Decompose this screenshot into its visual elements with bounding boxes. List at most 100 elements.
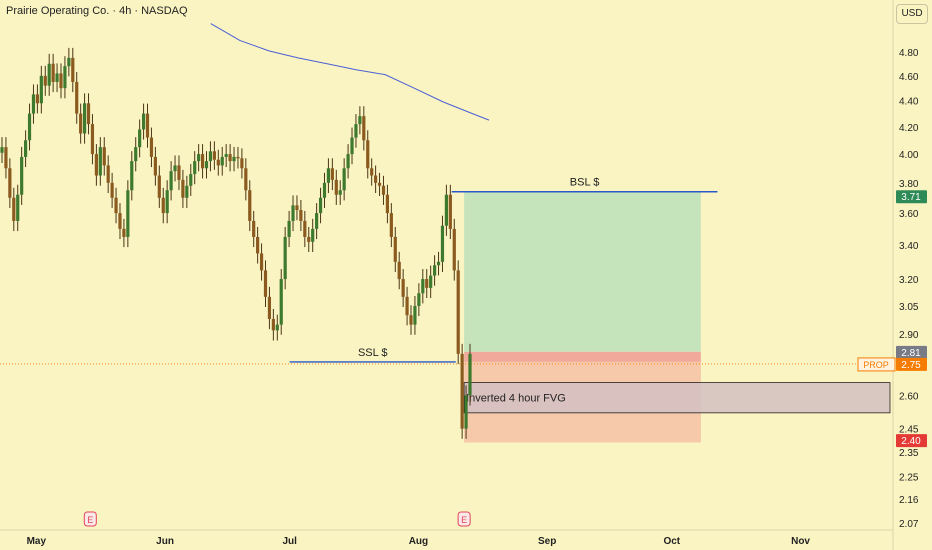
candle-body: [98, 147, 102, 176]
candle-body: [122, 228, 126, 237]
candle-body: [440, 225, 445, 262]
candle-body: [240, 158, 244, 169]
entry-zone: [464, 351, 701, 362]
candle-body: [12, 197, 16, 221]
candle-body: [130, 161, 134, 191]
y-tick-label: 3.05: [899, 302, 919, 313]
candle-body: [370, 168, 374, 176]
candle-body: [200, 154, 205, 169]
candle-body: [275, 324, 279, 331]
candle-body: [157, 175, 161, 198]
candle-body: [55, 73, 59, 82]
candle-body: [220, 156, 224, 166]
candle-body: [330, 168, 334, 180]
candle-body: [138, 129, 142, 148]
y-tick-label: 2.90: [899, 330, 919, 341]
candle-body: [346, 154, 350, 169]
x-tick-label: Jun: [156, 536, 174, 547]
candle-body: [389, 213, 393, 237]
candle-body: [267, 296, 272, 319]
candle-body: [118, 213, 122, 229]
candle-body: [228, 154, 232, 162]
candle-body: [216, 159, 220, 166]
candle-body: [381, 185, 386, 195]
candle-body: [208, 151, 213, 162]
candle-body: [63, 66, 67, 89]
y-tick-label: 3.80: [899, 179, 919, 190]
candle-body: [126, 190, 130, 237]
candle-body: [409, 315, 413, 325]
candle-body: [75, 81, 79, 114]
candle-body: [452, 228, 456, 271]
candle-body: [8, 168, 12, 198]
candle-body: [315, 213, 319, 229]
candle-body: [436, 261, 441, 266]
candle-body: [362, 116, 366, 141]
price-badge-value: 2.81: [901, 348, 921, 359]
candle-body: [224, 154, 228, 157]
candle-body: [279, 279, 283, 325]
candle-body: [385, 194, 390, 214]
candle-body: [145, 113, 150, 138]
candle-body: [86, 103, 91, 125]
candle-body: [173, 165, 177, 172]
candle-body: [106, 165, 110, 183]
candle-body: [204, 161, 209, 169]
candle-body: [401, 279, 405, 297]
x-tick-label: Jul: [282, 536, 297, 547]
candle-body: [252, 220, 256, 237]
candle-body: [141, 113, 146, 130]
candle-body: [134, 147, 138, 162]
candle-body: [43, 75, 47, 86]
candle-body: [35, 94, 39, 104]
y-tick-label: 3.60: [899, 209, 919, 220]
price-badge: [896, 357, 927, 371]
candle-body: [244, 168, 248, 191]
y-tick-label: 2.45: [899, 425, 919, 436]
price-badge-value: 2.40: [901, 436, 921, 447]
profit-zone: [464, 191, 701, 352]
candle-body: [236, 156, 240, 159]
candle-body: [421, 279, 425, 294]
y-tick-label: 2.25: [899, 472, 919, 483]
price-badge-tag: [857, 357, 896, 372]
candle-body: [433, 265, 437, 276]
candle-body: [189, 174, 193, 186]
candle-body: [377, 182, 382, 186]
candle-body: [4, 147, 8, 169]
y-tick-label: 2.16: [899, 495, 919, 506]
candle-body: [460, 353, 464, 429]
x-tick-label: Aug: [409, 536, 428, 547]
currency-button[interactable]: USD: [896, 4, 928, 24]
candle-body: [299, 210, 303, 221]
candle-body: [51, 63, 55, 82]
candle-body: [94, 154, 98, 176]
moving-average-line: [210, 23, 490, 121]
candle-body: [149, 137, 154, 157]
y-tick-label: 2.07: [899, 519, 919, 530]
candle-body: [110, 182, 114, 198]
candle-body: [197, 154, 201, 162]
candle-body: [165, 190, 169, 214]
candle-body: [177, 165, 181, 180]
earnings-marker-label: E: [461, 515, 467, 525]
ssl-label: SSL $: [358, 347, 388, 359]
candle-body: [31, 94, 36, 114]
candle-body: [259, 253, 264, 271]
candle-body: [47, 63, 51, 86]
candle-body: [318, 197, 323, 214]
candle-body: [114, 197, 118, 214]
candle-body: [338, 190, 342, 195]
y-tick-label: 4.80: [899, 48, 919, 59]
candle-body: [79, 113, 83, 134]
candle-body: [248, 190, 252, 221]
candle-body: [82, 103, 87, 134]
price-badge-value: 2.75: [901, 360, 921, 371]
candle-body: [334, 179, 338, 195]
earnings-marker: [83, 511, 97, 527]
candle-body: [20, 156, 24, 195]
candle-body: [393, 236, 397, 262]
candle-body: [456, 270, 460, 354]
